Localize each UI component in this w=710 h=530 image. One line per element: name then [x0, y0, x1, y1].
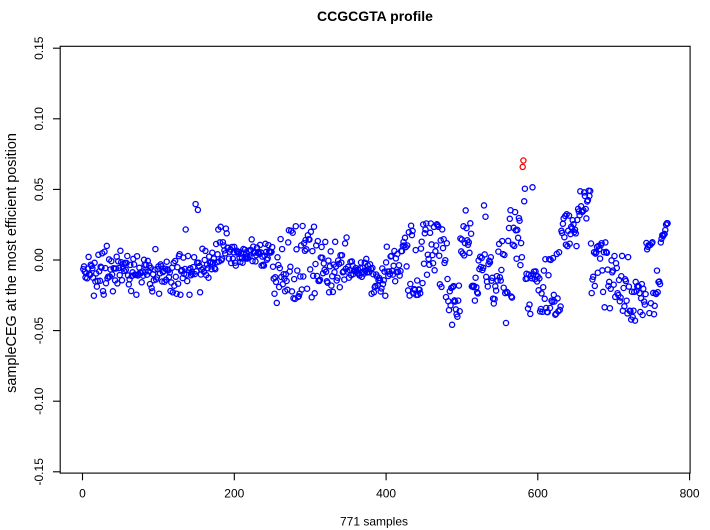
svg-text:0: 0: [79, 487, 86, 501]
svg-text:0.00: 0.00: [32, 248, 46, 272]
svg-text:200: 200: [224, 487, 244, 501]
svg-text:0.10: 0.10: [32, 107, 46, 131]
svg-text:-0.15: -0.15: [32, 458, 46, 486]
svg-text:0.15: 0.15: [32, 36, 46, 60]
svg-text:600: 600: [528, 487, 548, 501]
svg-text:sampleCEG at the most efficien: sampleCEG at the most efficient position: [4, 133, 20, 393]
svg-text:-0.05: -0.05: [32, 317, 46, 345]
svg-text:CCGCGTA profile: CCGCGTA profile: [317, 8, 433, 24]
svg-text:771 samples: 771 samples: [340, 515, 408, 529]
svg-text:800: 800: [680, 487, 700, 501]
svg-text:0.05: 0.05: [32, 177, 46, 201]
svg-text:400: 400: [376, 487, 396, 501]
svg-text:-0.10: -0.10: [32, 387, 46, 415]
